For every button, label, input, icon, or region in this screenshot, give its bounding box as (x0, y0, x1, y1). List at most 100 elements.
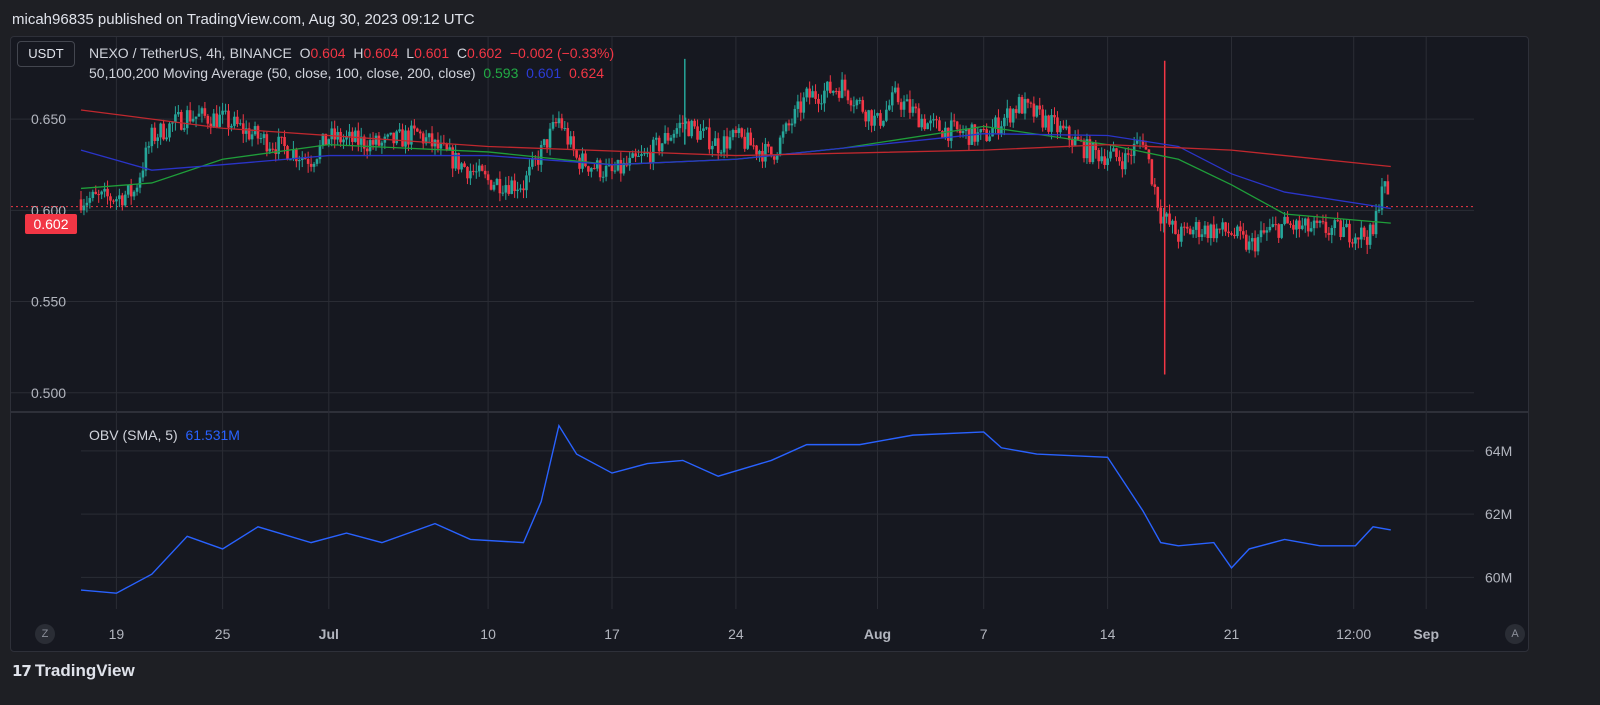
candle-body (613, 170, 617, 172)
currency-button[interactable]: USDT (17, 41, 75, 67)
candle-body (1097, 150, 1101, 162)
candle-body (1014, 109, 1018, 113)
candle-body (634, 153, 637, 157)
candle-body (896, 87, 900, 103)
candle-body (1056, 117, 1059, 133)
candle-body (979, 129, 983, 133)
candle-body (513, 180, 516, 192)
candle-body (823, 90, 826, 104)
candle-body (480, 165, 484, 171)
candle-body (861, 100, 865, 112)
candle-body (1050, 115, 1053, 132)
candle-body (1345, 223, 1348, 228)
candle-body (1312, 220, 1316, 229)
auto-scale-button[interactable]: A (1505, 624, 1525, 644)
time-tick-label: 25 (215, 626, 231, 642)
candle-body (460, 163, 463, 170)
ma-title[interactable]: 50,100,200 Moving Average (50, close, 10… (89, 65, 476, 81)
candle-body (1000, 126, 1003, 134)
symbol-title[interactable]: NEXO / TetherUS, 4h, BINANCE (89, 45, 292, 61)
candle-body (584, 153, 587, 167)
candle-body (1309, 228, 1313, 232)
candle-body (846, 90, 850, 101)
candle-body (339, 131, 342, 143)
candle-body (292, 149, 295, 160)
candle-body (88, 197, 92, 203)
candle-body (705, 127, 708, 129)
moving-average-line (80, 133, 1391, 210)
candle-body (85, 202, 89, 206)
candle-body (784, 123, 788, 132)
candle-body (123, 194, 127, 206)
candle-body (899, 102, 903, 110)
candle-body (1274, 224, 1278, 226)
candle-body (448, 147, 452, 151)
candle-body (241, 123, 245, 134)
candle-body (454, 152, 457, 169)
candle-body (935, 119, 938, 121)
candle-body (171, 122, 174, 124)
candle-body (1168, 213, 1171, 225)
candle-body (1144, 144, 1148, 150)
candle-body (1091, 142, 1095, 163)
candle-body (575, 150, 578, 158)
candle-body (424, 137, 428, 144)
candle-body (1301, 225, 1304, 229)
candle-body (298, 159, 301, 162)
candle-body (289, 159, 292, 161)
candle-body (811, 91, 814, 98)
candle-body (1336, 220, 1339, 222)
candle-body (1333, 220, 1337, 229)
candle-body (932, 119, 935, 121)
moving-average-line (80, 109, 1391, 168)
candle-body (1268, 226, 1272, 231)
candle-body (734, 130, 738, 134)
candle-body (593, 168, 596, 170)
candle-body (849, 100, 853, 106)
candle-body (610, 164, 614, 172)
candle-body (1265, 230, 1269, 233)
candle-body (684, 121, 688, 124)
candle-body (1191, 229, 1195, 235)
candle-body (1188, 228, 1192, 235)
candle-body (876, 113, 879, 116)
candle-body (1283, 216, 1286, 225)
candle-body (1020, 97, 1024, 114)
candle-body (94, 191, 98, 195)
candle-body (1357, 237, 1360, 240)
candle-body (1129, 154, 1133, 156)
candle-body (1038, 105, 1042, 110)
candle-body (660, 143, 664, 152)
zoom-reset-button[interactable]: Z (35, 624, 55, 644)
candle-body (646, 152, 649, 154)
candle-body (1354, 237, 1357, 244)
candle-body (1180, 226, 1183, 242)
candle-body (1362, 227, 1366, 237)
obv-title[interactable]: OBV (SMA, 5) (89, 427, 178, 443)
candle-body (1103, 156, 1106, 166)
chart-panel[interactable]: 0.650 0.600 0.550 0.500 64M 62M 60M 19 25 Jul 10 17… (10, 36, 1529, 652)
candle-body (227, 110, 230, 128)
obv-tick-label: 60M (1485, 569, 1512, 585)
candle-body (1094, 142, 1098, 151)
candle-body (398, 129, 401, 132)
candle-body (560, 118, 564, 129)
candle-body (138, 177, 142, 188)
candle-body (416, 128, 419, 132)
candle-body (1109, 151, 1112, 159)
candle-body (259, 138, 263, 140)
candle-body (1318, 221, 1322, 223)
candle-body (1303, 218, 1307, 226)
candle-body (952, 120, 956, 122)
tradingview-footer[interactable]: 𝟭𝟳 TradingView (12, 661, 135, 681)
candle-body (696, 126, 699, 140)
candle-body (321, 133, 325, 146)
candle-body (737, 128, 741, 134)
candle-body (781, 131, 785, 138)
candle-body (410, 125, 413, 145)
candle-body (162, 123, 165, 140)
candle-body (672, 133, 676, 138)
candle-body (1135, 140, 1139, 144)
candle-body (1082, 140, 1086, 159)
